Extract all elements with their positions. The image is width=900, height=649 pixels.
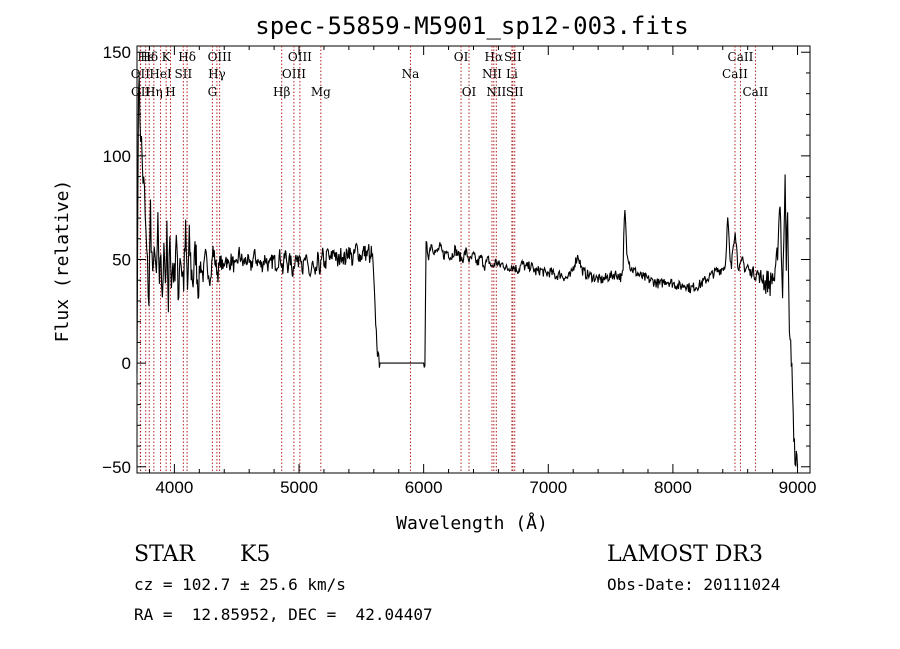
spectral-line-label: OIII [208, 50, 232, 64]
x-axis-label: Wavelength (Å) [396, 512, 548, 534]
spectral-line-label: OI [454, 50, 469, 64]
spectral-line-label: H [165, 85, 175, 99]
spectral-line-label: NII [482, 67, 502, 81]
spectral-line-label: CaII [728, 50, 754, 64]
star-class-text: STAR [134, 542, 195, 567]
spectral-line-label: Hβ [273, 85, 290, 99]
spectral-line-label: G [208, 85, 218, 99]
spectral-line-label: Li [506, 67, 518, 81]
x-tick-label: 8000 [654, 478, 692, 497]
spectral-line-label: OIII [288, 50, 312, 64]
spectral-line-label: Hε [137, 50, 154, 64]
x-tick-label: 6000 [405, 478, 443, 497]
spectral-line-label: Hγ [208, 67, 226, 81]
spectral-line-label: Hη [145, 85, 163, 99]
x-tick-label: 7000 [529, 478, 567, 497]
spectral-line-label: K [162, 50, 172, 64]
x-tick-label: 4000 [155, 478, 193, 497]
spectral-line-label: Hα [485, 50, 504, 64]
spectral-line-label: CaII [722, 67, 748, 81]
spectral-line-label: CaII [742, 85, 768, 99]
y-tick-label: −50 [102, 458, 131, 477]
survey-text: LAMOST DR3 [607, 542, 763, 567]
coordinates-text: RA = 12.85952, DEC = 42.04407 [134, 605, 433, 624]
redshift-text: cz = 102.7 ± 25.6 km/s [134, 575, 346, 594]
spectral-line-label: NII [486, 85, 506, 99]
spectral-line-label: OII [131, 85, 151, 99]
spectral-line-label: OIII [282, 67, 306, 81]
x-tick-label: 9000 [779, 478, 817, 497]
x-tick-label: 5000 [280, 478, 318, 497]
spectral-line-label: SII [506, 85, 524, 99]
axis-ticks-layer: 4000 5000 6000 7000 8000 9000 −50 0 50 100 150 [102, 43, 816, 497]
y-tick-label: 0 [122, 354, 131, 373]
spectral-line-label: OI [462, 85, 477, 99]
flux-series-line [136, 76, 799, 468]
y-tick-label: 150 [103, 43, 131, 62]
spectral-line-label: HeI [149, 67, 172, 81]
chart-title: spec-55859-M5901_sp12-003.fits [255, 12, 688, 40]
spectral-line-label: SII [175, 67, 193, 81]
obs-date-text: Obs-Date: 20111024 [607, 575, 781, 594]
y-tick-label: 50 [112, 251, 131, 270]
spectral-line-label: SII [504, 50, 522, 64]
spectral-line-label: Mg [311, 85, 331, 99]
spectral-line-label: Hδ [178, 50, 196, 64]
subclass-text: K5 [240, 542, 271, 567]
y-tick-label: 100 [103, 147, 131, 166]
spectral-line-label: Na [402, 67, 420, 81]
y-axis-label: Flux (relative) [52, 180, 73, 343]
